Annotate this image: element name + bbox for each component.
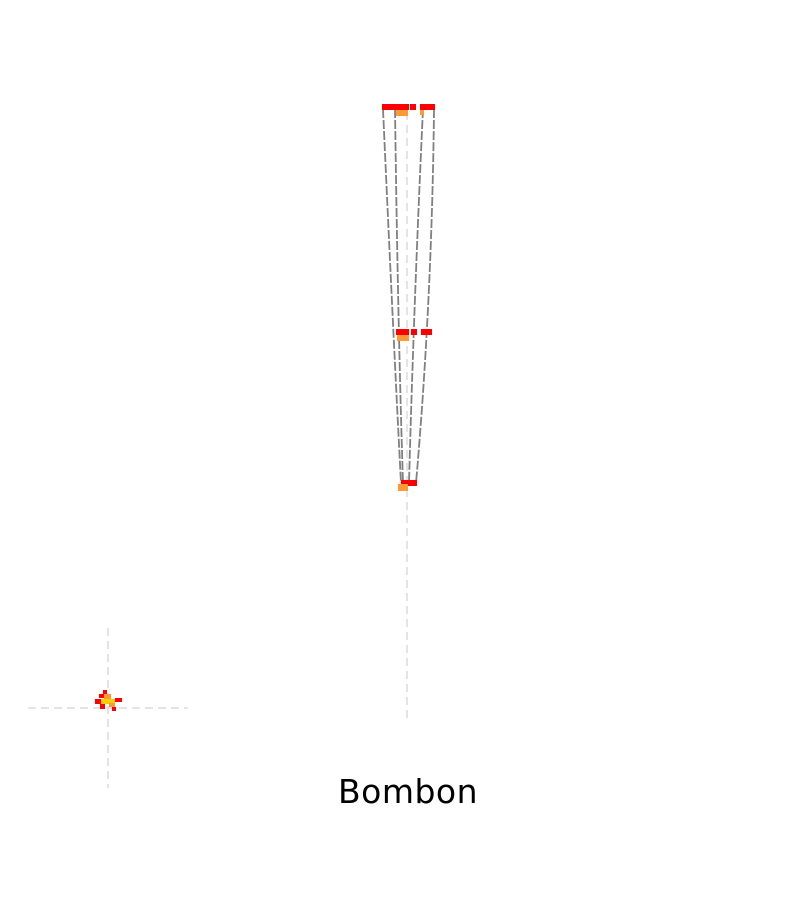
bottom-bar (401, 480, 417, 486)
crosshair-blob (95, 690, 122, 711)
middle-level-marker (396, 329, 432, 341)
crosshair-icon (28, 628, 188, 788)
bottom-level-marker (398, 480, 417, 491)
top-bar-mid (410, 104, 416, 110)
right-outline (408, 108, 435, 484)
top-bar-right (420, 104, 435, 110)
top-level-marker (382, 104, 435, 116)
middle-bar-mid (411, 329, 417, 335)
left-outline (382, 108, 404, 484)
bottom-orange-dot (398, 484, 408, 491)
top-bar-left (382, 104, 409, 110)
middle-orange-dot (397, 335, 409, 341)
top-orange-dot (396, 110, 408, 116)
top-orange-dot-small (420, 110, 424, 115)
diagram-caption: Bombon (337, 772, 479, 811)
middle-bar-right (421, 329, 432, 335)
middle-bar-left (396, 329, 409, 335)
